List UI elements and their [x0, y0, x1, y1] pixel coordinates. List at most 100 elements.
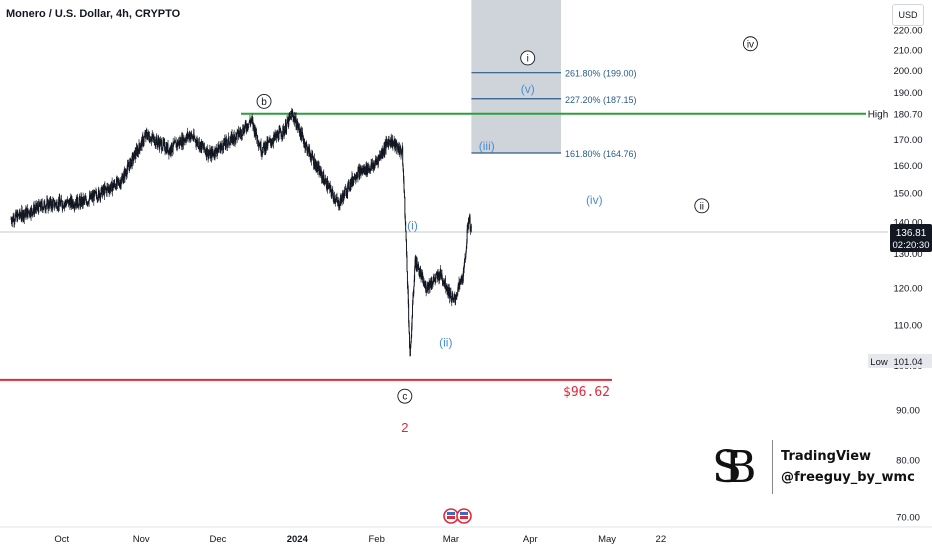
price-tick-label: 220.00 — [893, 26, 922, 37]
candle-body — [227, 143, 229, 145]
candle-body — [309, 153, 311, 155]
candle-body — [404, 196, 406, 216]
candle-body — [292, 113, 294, 118]
time-tick-label: Mar — [443, 534, 459, 545]
candle-body — [265, 149, 267, 152]
candle-body — [468, 219, 470, 221]
candle-body — [60, 201, 61, 206]
chart-lines: High $96.62 261.80% (199.00) 227.20% (187.1… — [0, 69, 888, 400]
candle-body — [421, 273, 422, 280]
candle-body — [452, 297, 454, 300]
candle-body — [411, 317, 413, 327]
candle-body — [172, 141, 174, 150]
price-axis-bg — [889, 0, 932, 550]
candle-body — [285, 130, 287, 133]
candle-body — [51, 201, 53, 203]
candle-body — [364, 167, 366, 174]
candle-body — [77, 204, 79, 207]
watermark-separator — [772, 440, 773, 494]
candle-body — [325, 179, 327, 188]
candle-body — [45, 204, 47, 207]
candle-body — [299, 128, 300, 133]
candle-body — [212, 152, 214, 156]
candle-body — [320, 169, 322, 172]
candle-body — [335, 199, 337, 200]
candle-body — [13, 217, 15, 223]
candle-body — [419, 270, 421, 276]
candle-body — [114, 182, 116, 185]
time-tick-label: 22 — [656, 534, 667, 545]
candle-body — [380, 153, 382, 159]
candle-body — [53, 199, 55, 207]
flag-event-icon — [447, 516, 455, 519]
candle-body — [201, 141, 203, 146]
candle-body — [338, 201, 340, 208]
candle-body — [145, 131, 147, 138]
candle-body — [461, 275, 463, 281]
candle-body — [147, 135, 149, 140]
time-tick-label: May — [598, 534, 616, 545]
price-tick-label: 200.00 — [893, 66, 922, 77]
candle-body — [200, 144, 201, 150]
candle-body — [315, 162, 317, 170]
candle-body — [355, 176, 357, 180]
candle-body — [413, 286, 415, 294]
candle-body — [280, 129, 282, 133]
candle-body — [263, 142, 265, 146]
candle-body — [198, 146, 200, 148]
candle-body — [295, 116, 297, 128]
candle-body — [423, 281, 425, 284]
candle-body — [142, 136, 144, 137]
candle-body — [171, 151, 173, 152]
candle-body — [340, 194, 342, 205]
candle-body — [208, 153, 210, 158]
candle-body — [464, 259, 466, 265]
currency-button[interactable]: USD — [892, 4, 924, 26]
candle-body — [288, 115, 290, 126]
candle-body — [382, 150, 384, 155]
candle-body — [408, 323, 410, 333]
candle-body — [110, 187, 112, 191]
candle-body — [314, 167, 316, 168]
candle-body — [74, 204, 76, 206]
candle-body — [406, 271, 408, 285]
wave-label: (v) — [521, 82, 535, 96]
candle-body — [172, 149, 174, 152]
candle-body — [367, 166, 369, 174]
candle-body — [100, 194, 102, 199]
candle-body — [77, 206, 79, 207]
candle-body — [236, 131, 238, 139]
candle-body — [455, 297, 457, 299]
last-price-tag — [890, 224, 932, 253]
candle-body — [20, 217, 22, 218]
candle-body — [104, 185, 106, 189]
candle-body — [171, 143, 173, 152]
candle-body — [261, 151, 263, 153]
candle-body — [22, 217, 24, 220]
candle-body — [408, 303, 410, 324]
candle-body — [32, 210, 34, 213]
candle-body — [323, 173, 325, 180]
candle-body — [439, 276, 441, 280]
wave-circle — [397, 388, 413, 404]
candle-body — [72, 201, 74, 207]
candle-body — [425, 291, 427, 293]
candle-body — [431, 281, 433, 286]
candle-body — [140, 141, 142, 147]
wave-label: (ii) — [439, 336, 452, 350]
candle-body — [372, 165, 374, 168]
candle-body — [185, 137, 187, 142]
candle-body — [59, 198, 61, 203]
candle-body — [38, 202, 40, 206]
flag-event-icon — [460, 512, 468, 515]
candle-body — [278, 131, 280, 140]
candle-body — [23, 214, 25, 219]
candle-body — [161, 141, 163, 150]
candle-body — [170, 147, 172, 153]
candle-body — [211, 149, 213, 153]
candle-body — [27, 208, 29, 212]
candle-body — [219, 148, 221, 149]
fib-label: 161.80% (164.76) — [565, 149, 637, 159]
candle-body — [43, 207, 44, 209]
